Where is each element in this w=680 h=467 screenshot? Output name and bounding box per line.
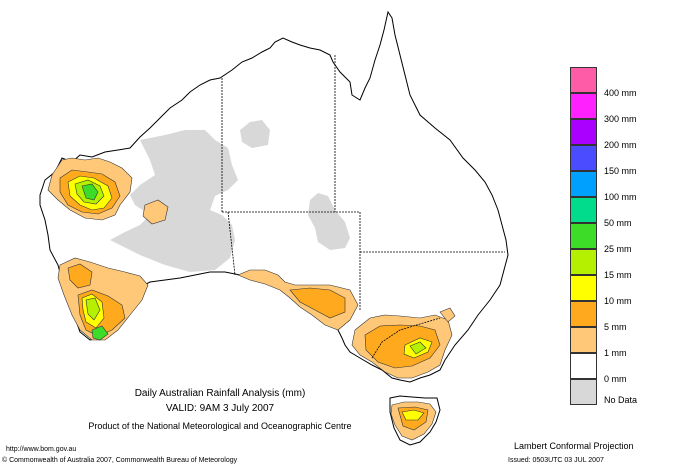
no-data-areas bbox=[110, 120, 350, 272]
legend-swatch bbox=[570, 197, 597, 223]
projection-label: Lambert Conformal Projection bbox=[514, 441, 634, 451]
legend-swatch bbox=[570, 249, 597, 275]
legend-swatch bbox=[570, 93, 597, 119]
legend-item: 300 mm bbox=[568, 93, 668, 124]
legend-swatch bbox=[570, 171, 597, 197]
legend-label: 1 mm bbox=[604, 348, 627, 358]
legend-item: 100 mm bbox=[568, 171, 668, 202]
legend-label: 50 mm bbox=[604, 218, 632, 228]
legend-item: 50 mm bbox=[568, 197, 668, 228]
source-url[interactable]: http://www.bom.gov.au bbox=[6, 446, 77, 453]
legend-label: 5 mm bbox=[604, 322, 627, 332]
legend-swatch bbox=[570, 223, 597, 249]
legend-label: 0 mm bbox=[604, 374, 627, 384]
issued-time: Issued: 0503UTC 03 JUL 2007 bbox=[508, 457, 604, 464]
legend-label: 150 mm bbox=[604, 166, 637, 176]
legend-label: 25 mm bbox=[604, 244, 632, 254]
legend-label: 300 mm bbox=[604, 114, 637, 124]
legend-item: 25 mm bbox=[568, 223, 668, 254]
legend-label: 400 mm bbox=[604, 88, 637, 98]
legend-item: 200 mm bbox=[568, 119, 668, 150]
legend-item: 1 mm bbox=[568, 327, 668, 358]
legend-label: 200 mm bbox=[604, 140, 637, 150]
map-title: Daily Australian Rainfall Analysis (mm) bbox=[134, 388, 306, 399]
legend-item: 150 mm bbox=[568, 145, 668, 176]
legend-item: 10 mm bbox=[568, 275, 668, 306]
rain-25mm-areas bbox=[81, 183, 109, 341]
legend-swatch-nodata bbox=[570, 379, 597, 405]
legend-swatch bbox=[570, 145, 597, 171]
legend-swatch bbox=[570, 301, 597, 327]
legend-nodata: No Data bbox=[568, 379, 668, 405]
copyright-notice: © Commonwealth of Australia 2007, Common… bbox=[2, 457, 238, 464]
valid-date: VALID: 9AM 3 July 2007 bbox=[165, 403, 275, 414]
australia-mainland bbox=[39, 10, 509, 383]
legend-label-nodata: No Data bbox=[604, 395, 638, 405]
legend-swatch bbox=[570, 119, 597, 145]
legend-label: 15 mm bbox=[604, 270, 632, 280]
legend-item: 0 mm bbox=[568, 353, 668, 384]
producer-credit: Product of the National Meteorological a… bbox=[88, 421, 352, 431]
legend-item: 400 mm bbox=[568, 67, 668, 98]
legend-item: 5 mm bbox=[568, 301, 668, 332]
legend-swatch bbox=[570, 67, 597, 93]
state-borders bbox=[221, 55, 505, 359]
legend-swatch bbox=[570, 275, 597, 301]
legend-label: 10 mm bbox=[604, 296, 632, 306]
legend-swatch bbox=[570, 327, 597, 353]
legend-label: 100 mm bbox=[604, 192, 637, 202]
legend-swatch bbox=[570, 353, 597, 379]
legend-item: 15 mm bbox=[568, 249, 668, 280]
